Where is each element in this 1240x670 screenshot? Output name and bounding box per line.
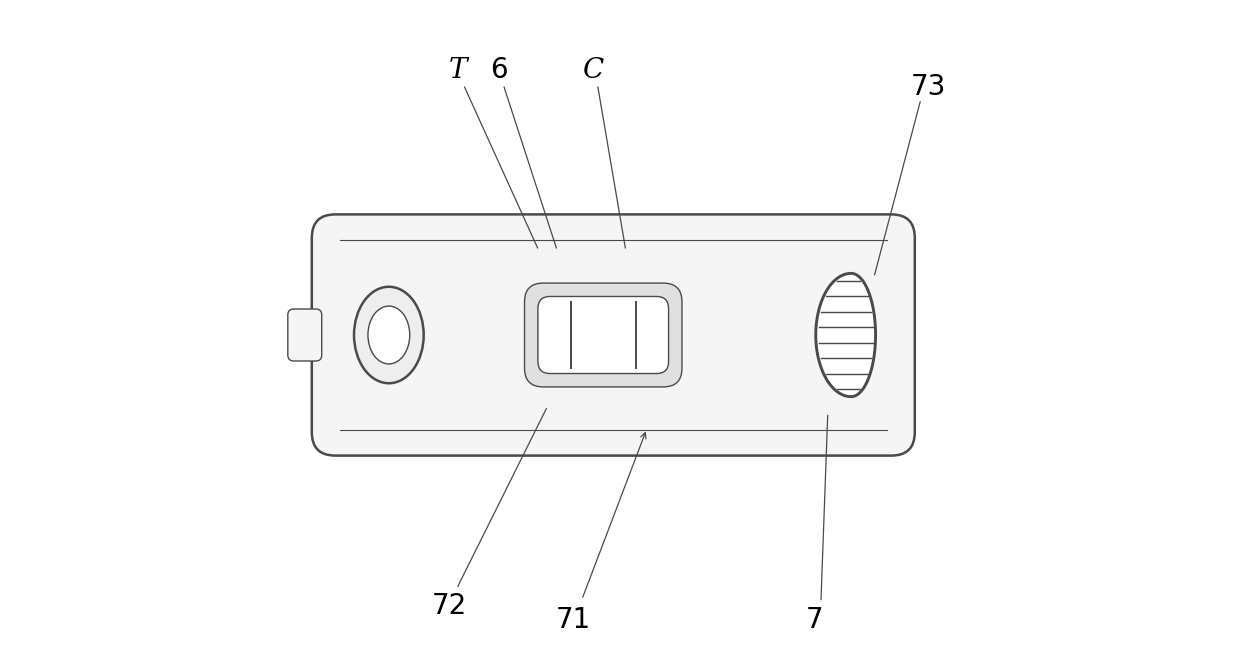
FancyBboxPatch shape bbox=[311, 214, 915, 456]
Text: 73: 73 bbox=[910, 73, 946, 101]
Polygon shape bbox=[816, 273, 875, 397]
FancyBboxPatch shape bbox=[525, 283, 682, 387]
FancyBboxPatch shape bbox=[288, 309, 321, 361]
Text: 6: 6 bbox=[491, 56, 508, 84]
FancyBboxPatch shape bbox=[538, 296, 668, 373]
Text: T: T bbox=[449, 57, 467, 84]
Ellipse shape bbox=[353, 287, 424, 383]
Text: 7: 7 bbox=[806, 606, 823, 634]
Text: C: C bbox=[583, 57, 604, 84]
Text: 71: 71 bbox=[556, 606, 590, 634]
Text: 72: 72 bbox=[432, 592, 466, 620]
Ellipse shape bbox=[368, 306, 409, 364]
